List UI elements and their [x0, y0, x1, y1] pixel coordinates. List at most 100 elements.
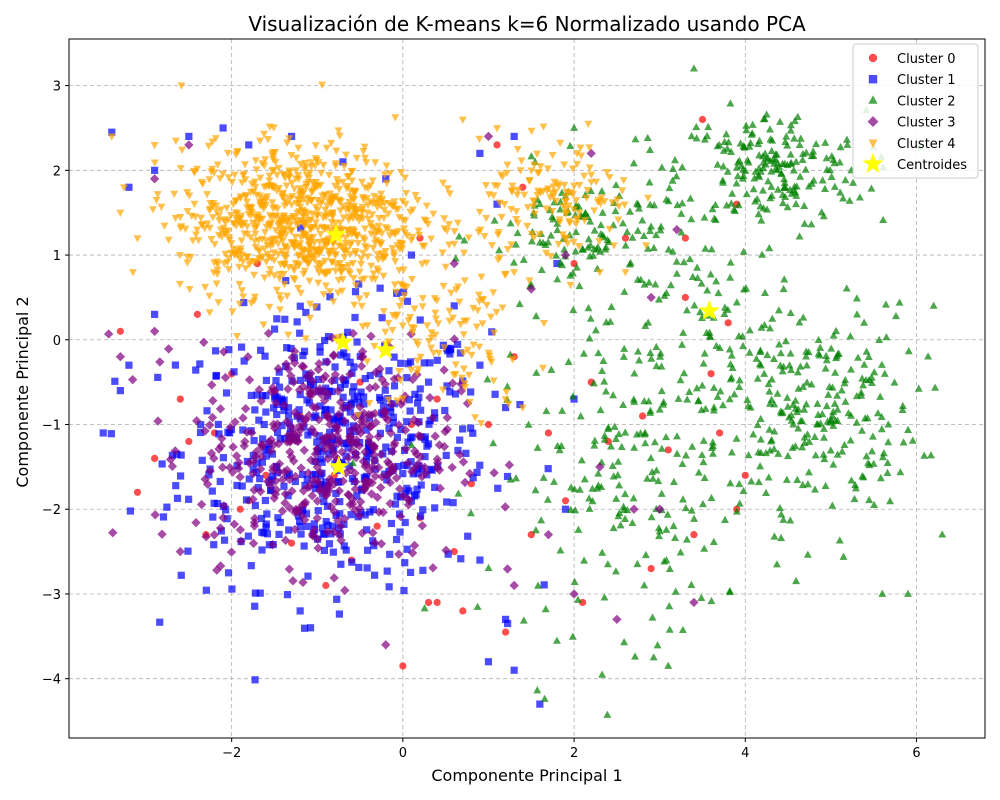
data-point	[443, 185, 452, 193]
data-point	[213, 161, 222, 169]
data-point	[382, 162, 391, 170]
data-point	[313, 225, 322, 233]
data-point	[787, 189, 796, 197]
data-point	[381, 248, 390, 256]
data-point	[640, 581, 649, 589]
data-point	[416, 316, 424, 324]
data-point	[322, 357, 332, 367]
data-point	[208, 214, 217, 222]
data-point	[357, 260, 366, 269]
data-point	[457, 374, 466, 382]
data-point	[798, 443, 807, 451]
data-point	[268, 150, 277, 158]
data-point	[630, 443, 639, 451]
data-point	[240, 298, 248, 307]
data-point	[615, 508, 624, 517]
data-point	[786, 308, 795, 317]
data-point	[252, 468, 261, 477]
data-point	[701, 404, 710, 412]
data-point	[285, 447, 295, 457]
data-point	[471, 414, 480, 422]
data-point	[644, 194, 652, 202]
data-point	[616, 521, 625, 529]
data-point	[400, 586, 408, 595]
data-point	[351, 313, 359, 322]
data-point	[689, 597, 699, 608]
data-point	[413, 485, 421, 493]
data-point	[244, 458, 254, 468]
data-point	[709, 449, 717, 457]
data-point	[543, 165, 552, 173]
data-point	[450, 240, 459, 248]
data-point	[671, 533, 680, 541]
data-point	[219, 454, 228, 462]
data-point	[569, 190, 578, 199]
plot-frame	[68, 38, 986, 739]
data-point	[602, 387, 610, 395]
data-point	[151, 310, 159, 318]
data-point	[399, 470, 407, 478]
data-point	[535, 231, 544, 239]
data-point	[277, 506, 288, 516]
data-point	[493, 200, 501, 208]
data-point	[299, 515, 310, 525]
data-point	[237, 343, 246, 351]
data-point	[370, 408, 380, 419]
data-point	[378, 507, 388, 518]
data-point	[292, 154, 301, 162]
data-point	[640, 280, 649, 288]
data-point	[233, 463, 244, 474]
data-point	[298, 381, 308, 392]
data-point	[324, 333, 333, 341]
data-point	[531, 526, 540, 534]
data-point	[329, 298, 338, 306]
data-point	[230, 171, 239, 179]
data-point	[325, 288, 334, 296]
data-point	[851, 484, 860, 492]
data-point	[697, 279, 706, 287]
data-point	[830, 399, 839, 407]
data-point	[819, 450, 828, 458]
data-point	[168, 451, 176, 459]
data-point	[647, 564, 655, 573]
data-point	[107, 133, 116, 141]
data-point	[533, 169, 542, 177]
data-point	[308, 402, 319, 412]
data-point	[881, 300, 890, 308]
data-point	[614, 203, 623, 211]
data-point	[694, 468, 703, 476]
data-point	[223, 149, 232, 158]
data-point	[819, 424, 828, 432]
data-point	[188, 237, 197, 245]
data-point	[781, 192, 790, 200]
data-point	[654, 524, 663, 532]
centroid-point	[328, 455, 350, 476]
data-point	[642, 242, 651, 250]
data-point	[614, 216, 623, 224]
data-point	[231, 209, 240, 217]
data-point	[526, 284, 536, 294]
data-point	[238, 222, 247, 230]
data-point	[415, 231, 424, 240]
data-point	[276, 296, 285, 304]
data-point	[620, 638, 629, 646]
data-point	[378, 314, 386, 322]
data-point	[371, 159, 380, 167]
data-point	[769, 354, 778, 362]
data-point	[265, 177, 274, 185]
data-point	[201, 532, 211, 542]
data-point	[207, 380, 217, 390]
data-point	[432, 315, 440, 323]
data-point	[414, 469, 422, 477]
data-point	[646, 292, 656, 303]
data-point	[867, 378, 876, 386]
data-point	[287, 227, 296, 236]
data-point	[163, 503, 171, 511]
data-point	[611, 206, 620, 215]
data-point	[656, 226, 665, 234]
data-point	[268, 204, 277, 213]
data-point	[493, 182, 502, 190]
data-point	[428, 466, 436, 474]
data-point	[367, 275, 376, 283]
data-point	[494, 484, 502, 492]
